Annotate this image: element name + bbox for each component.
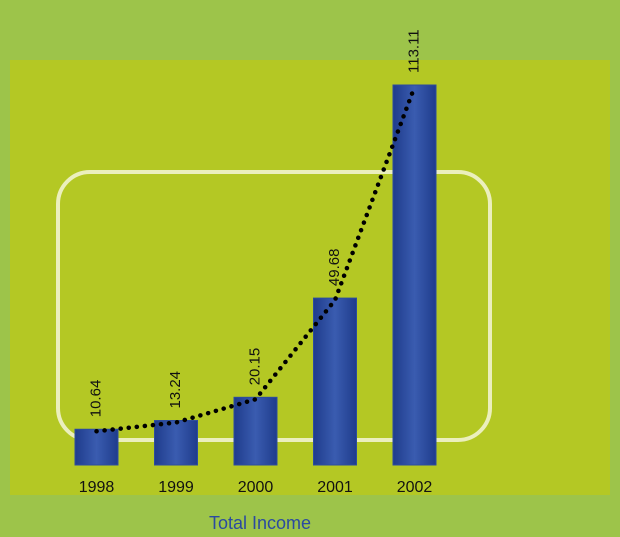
bar xyxy=(233,396,278,466)
trend-line xyxy=(94,84,417,434)
value-label: 10.64 xyxy=(87,380,104,418)
plot: 1998 10.64 1999 13.24 2000 20.15 2001 49.68 2002… xyxy=(74,29,437,496)
bar xyxy=(74,428,119,466)
bar xyxy=(392,84,437,466)
value-label: 13.24 xyxy=(167,371,184,409)
panel xyxy=(10,60,610,495)
value-label: 20.15 xyxy=(246,348,263,386)
bar xyxy=(154,420,198,466)
bar xyxy=(313,297,357,466)
x-tick-label: 1999 xyxy=(158,479,194,496)
x-tick-label: 1998 xyxy=(79,479,115,496)
x-tick-label: 2002 xyxy=(397,479,433,496)
chart-title: Total Income xyxy=(209,513,311,533)
value-label: 49.68 xyxy=(326,249,343,287)
x-tick-label: 2001 xyxy=(317,479,353,496)
value-label: 113.11 xyxy=(405,29,422,73)
x-tick-label: 2000 xyxy=(238,479,274,496)
